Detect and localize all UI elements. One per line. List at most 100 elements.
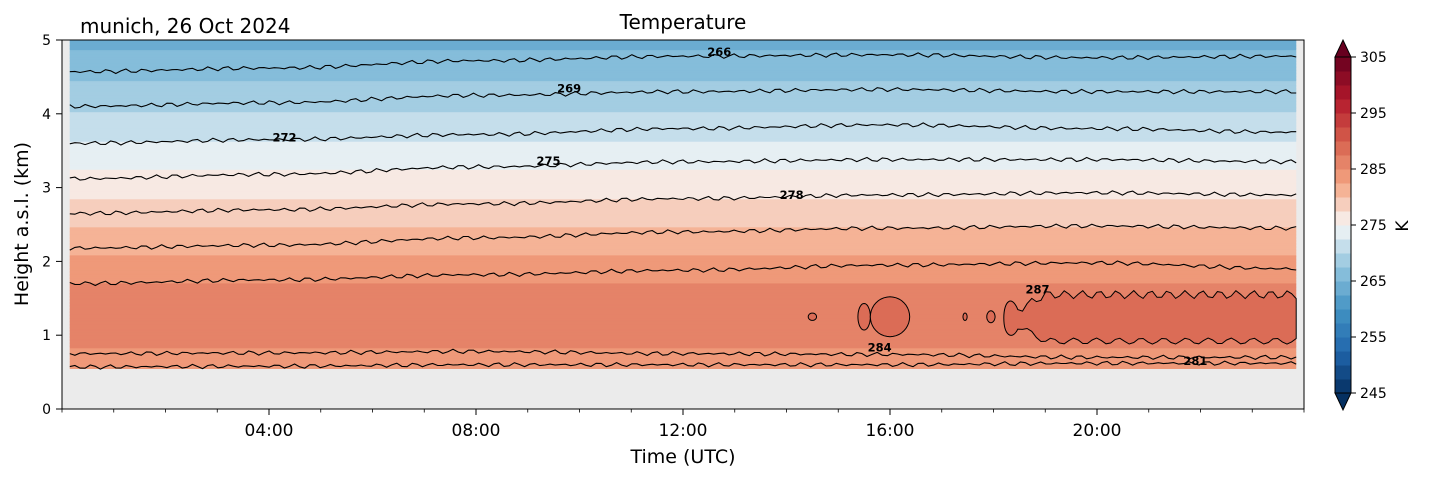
temperature-band [69, 139, 1297, 142]
temperature-band [69, 56, 1297, 60]
temperature-band [69, 276, 1297, 279]
colorbar-swatch [1335, 211, 1351, 226]
temperature-band [69, 355, 1297, 358]
temperature-band [69, 235, 1297, 238]
temperature-band [69, 95, 1297, 98]
temperature-band [69, 98, 1297, 101]
contour-line-284 [69, 260, 1297, 287]
temperature-band [69, 313, 1297, 316]
temperature-band [69, 55, 1297, 58]
contour-line-269 [69, 87, 1297, 109]
temperature-band [69, 176, 1297, 179]
colorbar-swatch [1335, 127, 1351, 142]
temperature-band [69, 299, 1297, 302]
temperature-band [69, 83, 1297, 86]
temperature-band [69, 175, 1297, 178]
temperature-band [69, 304, 1297, 308]
temperature-band [69, 349, 1297, 352]
temperature-band [69, 194, 1297, 197]
contour-label: 281 [1183, 354, 1207, 368]
temperature-band [69, 138, 1297, 141]
contour-label: 284 [868, 341, 892, 355]
temperature-band [69, 120, 1297, 123]
temperature-band [69, 71, 1297, 74]
colorbar-tick-label: 265 [1360, 274, 1387, 290]
colorbar-swatch [1335, 57, 1351, 72]
temperature-band [69, 301, 1297, 305]
chart-subtitle: munich, 26 Oct 2024 [80, 14, 290, 38]
contour-287-core [1003, 289, 1297, 345]
temperature-band [69, 62, 1297, 65]
temperature-band [69, 234, 1297, 237]
temperature-band [69, 123, 1297, 126]
temperature-band [69, 239, 1297, 243]
temperature-band [69, 204, 1297, 207]
temperature-band [69, 278, 1297, 281]
temperature-band [69, 211, 1297, 215]
colorbar-swatch [1335, 71, 1351, 86]
temperature-band [69, 352, 1297, 355]
temperature-band [69, 135, 1297, 138]
temperature-band [69, 207, 1297, 210]
temperature-band [69, 172, 1297, 175]
colorbar-swatch [1335, 337, 1351, 352]
x-axis-label: Time (UTC) [629, 446, 735, 468]
y-tick-label: 0 [42, 402, 51, 418]
temperature-band [69, 303, 1297, 306]
temperature-band [69, 238, 1297, 241]
temperature-band [69, 87, 1297, 91]
contour-label: 269 [557, 82, 581, 96]
contour-287-island [869, 296, 911, 338]
temperature-band [69, 186, 1297, 189]
temperature-band [69, 312, 1297, 315]
temperature-band [69, 337, 1297, 340]
colorbar-swatch [1335, 239, 1351, 254]
colorbar-swatch [1335, 99, 1351, 114]
temperature-band [69, 263, 1297, 266]
contour-287-island [962, 312, 968, 321]
temperature-band [69, 285, 1297, 288]
temperature-band [69, 179, 1297, 182]
temperature-band [69, 220, 1297, 223]
temperature-band [69, 244, 1297, 247]
colorbar-swatch [1335, 309, 1351, 324]
temperature-band [69, 82, 1297, 85]
temperature-band [69, 213, 1297, 216]
temperature-band [69, 201, 1297, 204]
temperature-band [69, 338, 1297, 341]
contour-line-281 [69, 360, 1297, 370]
contour-line-284 [69, 348, 1297, 361]
colorbar: 245 255 265 275 285 295 305 [1334, 38, 1387, 412]
contour-287-island [807, 312, 817, 321]
temperature-band [69, 260, 1297, 263]
temperature-band [69, 118, 1297, 122]
temperature-band [69, 192, 1297, 195]
colorbar-tick-label: 255 [1360, 330, 1387, 346]
temperature-band [69, 253, 1297, 256]
temperature-band [69, 99, 1297, 102]
temperature-band [69, 242, 1297, 246]
temperature-band [69, 195, 1297, 198]
temperature-band [69, 116, 1297, 119]
temperature-band [69, 251, 1297, 254]
temperature-band [69, 216, 1297, 219]
temperature-band [69, 144, 1297, 147]
temperature-band [69, 219, 1297, 222]
colorbar-swatch [1335, 169, 1351, 184]
temperature-band [69, 203, 1297, 206]
temperature-band [69, 217, 1297, 220]
temperature-band [69, 228, 1297, 231]
temperature-band [69, 178, 1297, 181]
temperature-band [69, 296, 1297, 299]
temperature-band [69, 273, 1297, 277]
temperature-band [69, 188, 1297, 191]
colorbar-swatch [1335, 365, 1351, 380]
temperature-band [69, 170, 1297, 173]
colorbar-swatch [1335, 351, 1351, 366]
temperature-band [69, 64, 1297, 67]
x-tick-label: 16:00 [866, 421, 915, 441]
temperature-band [69, 52, 1297, 55]
temperature-band [69, 161, 1297, 164]
temperature-band [69, 40, 1297, 43]
y-axis-label: Height a.s.l. (km) [11, 142, 33, 306]
